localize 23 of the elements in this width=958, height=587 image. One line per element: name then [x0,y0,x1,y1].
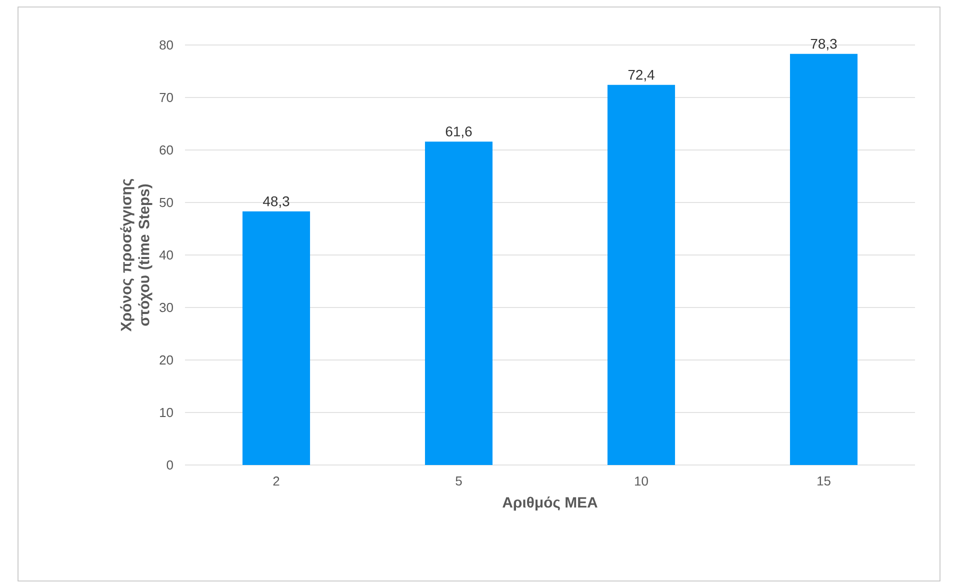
data-label: 61,6 [446,126,472,138]
y-axis-title: Χρόνος προσέγγισης στόχου (time Steps) [120,178,152,332]
bar [242,211,310,465]
y-tick-label: 80 [160,40,173,50]
x-tick-label: 10 [635,476,648,486]
x-axis-title: Αριθμός ΜΕΑ [502,496,598,511]
y-tick-label: 0 [166,460,173,470]
bar [607,84,676,465]
y-tick-label: 40 [159,250,173,260]
y-tick-label: 10 [160,408,173,418]
y-tick-label: 70 [160,92,173,102]
data-label: 48,3 [263,196,290,208]
y-tick-label: 20 [160,355,173,365]
x-tick-label: 5 [456,476,462,486]
y-tick-label: 30 [160,302,173,312]
bar [424,142,493,465]
data-label: 78,3 [810,38,837,50]
x-tick-label: 15 [818,476,830,486]
x-tick-label: 2 [273,476,280,486]
bar [790,54,858,465]
y-tick-label: 50 [160,198,173,208]
y-tick-label: 60 [160,145,173,155]
data-label: 72,4 [628,70,654,82]
